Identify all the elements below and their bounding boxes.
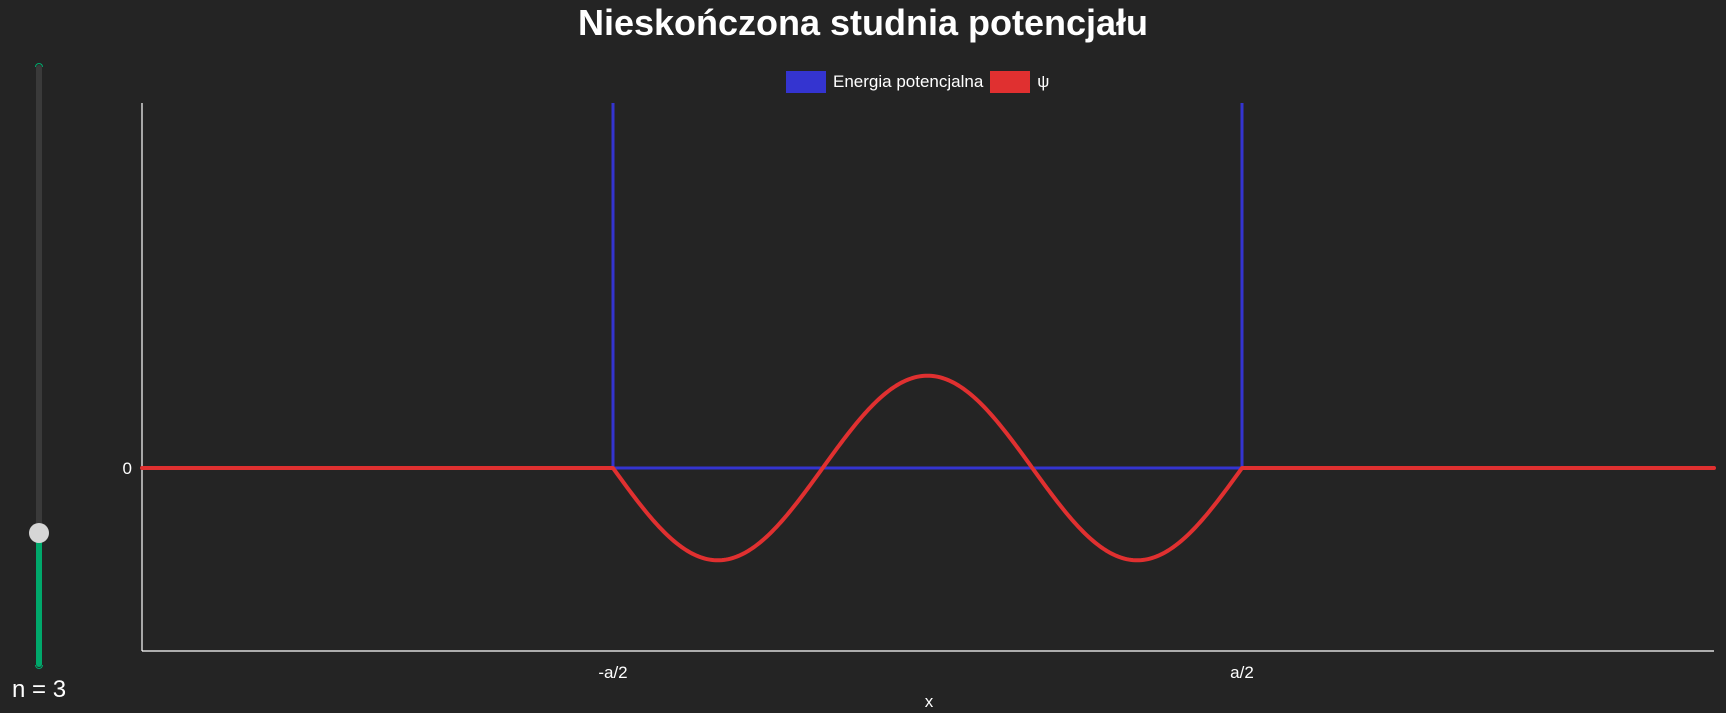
legend-item-potential[interactable]: Energia potencjalna — [786, 71, 983, 93]
slider-bottom-cap — [35, 665, 43, 669]
slider-track[interactable] — [36, 65, 42, 667]
legend-label-psi: ψ — [1037, 72, 1050, 91]
chart-title: Nieskończona studnia potencjału — [577, 2, 1149, 43]
x-tick-label: -a/2 — [598, 663, 627, 682]
y-tick-label: 0 — [123, 459, 132, 478]
slider-top-cap — [35, 63, 43, 67]
slider-fill — [36, 533, 42, 667]
psi-curve — [140, 373, 1716, 563]
slider-value-label: n = 3 — [12, 676, 67, 703]
x-axis-label: x — [925, 692, 934, 711]
legend-label-potential: Energia potencjalna — [833, 72, 984, 91]
n-slider[interactable] — [28, 63, 50, 669]
legend-swatch-potential — [786, 71, 826, 93]
legend-swatch-psi — [990, 71, 1031, 93]
slider-thumb[interactable] — [29, 523, 49, 544]
legend-item-psi[interactable]: ψ — [990, 71, 1049, 93]
chart-legend: Energia potencjalna ψ — [786, 71, 1049, 93]
x-tick-label: a/2 — [1230, 663, 1254, 682]
